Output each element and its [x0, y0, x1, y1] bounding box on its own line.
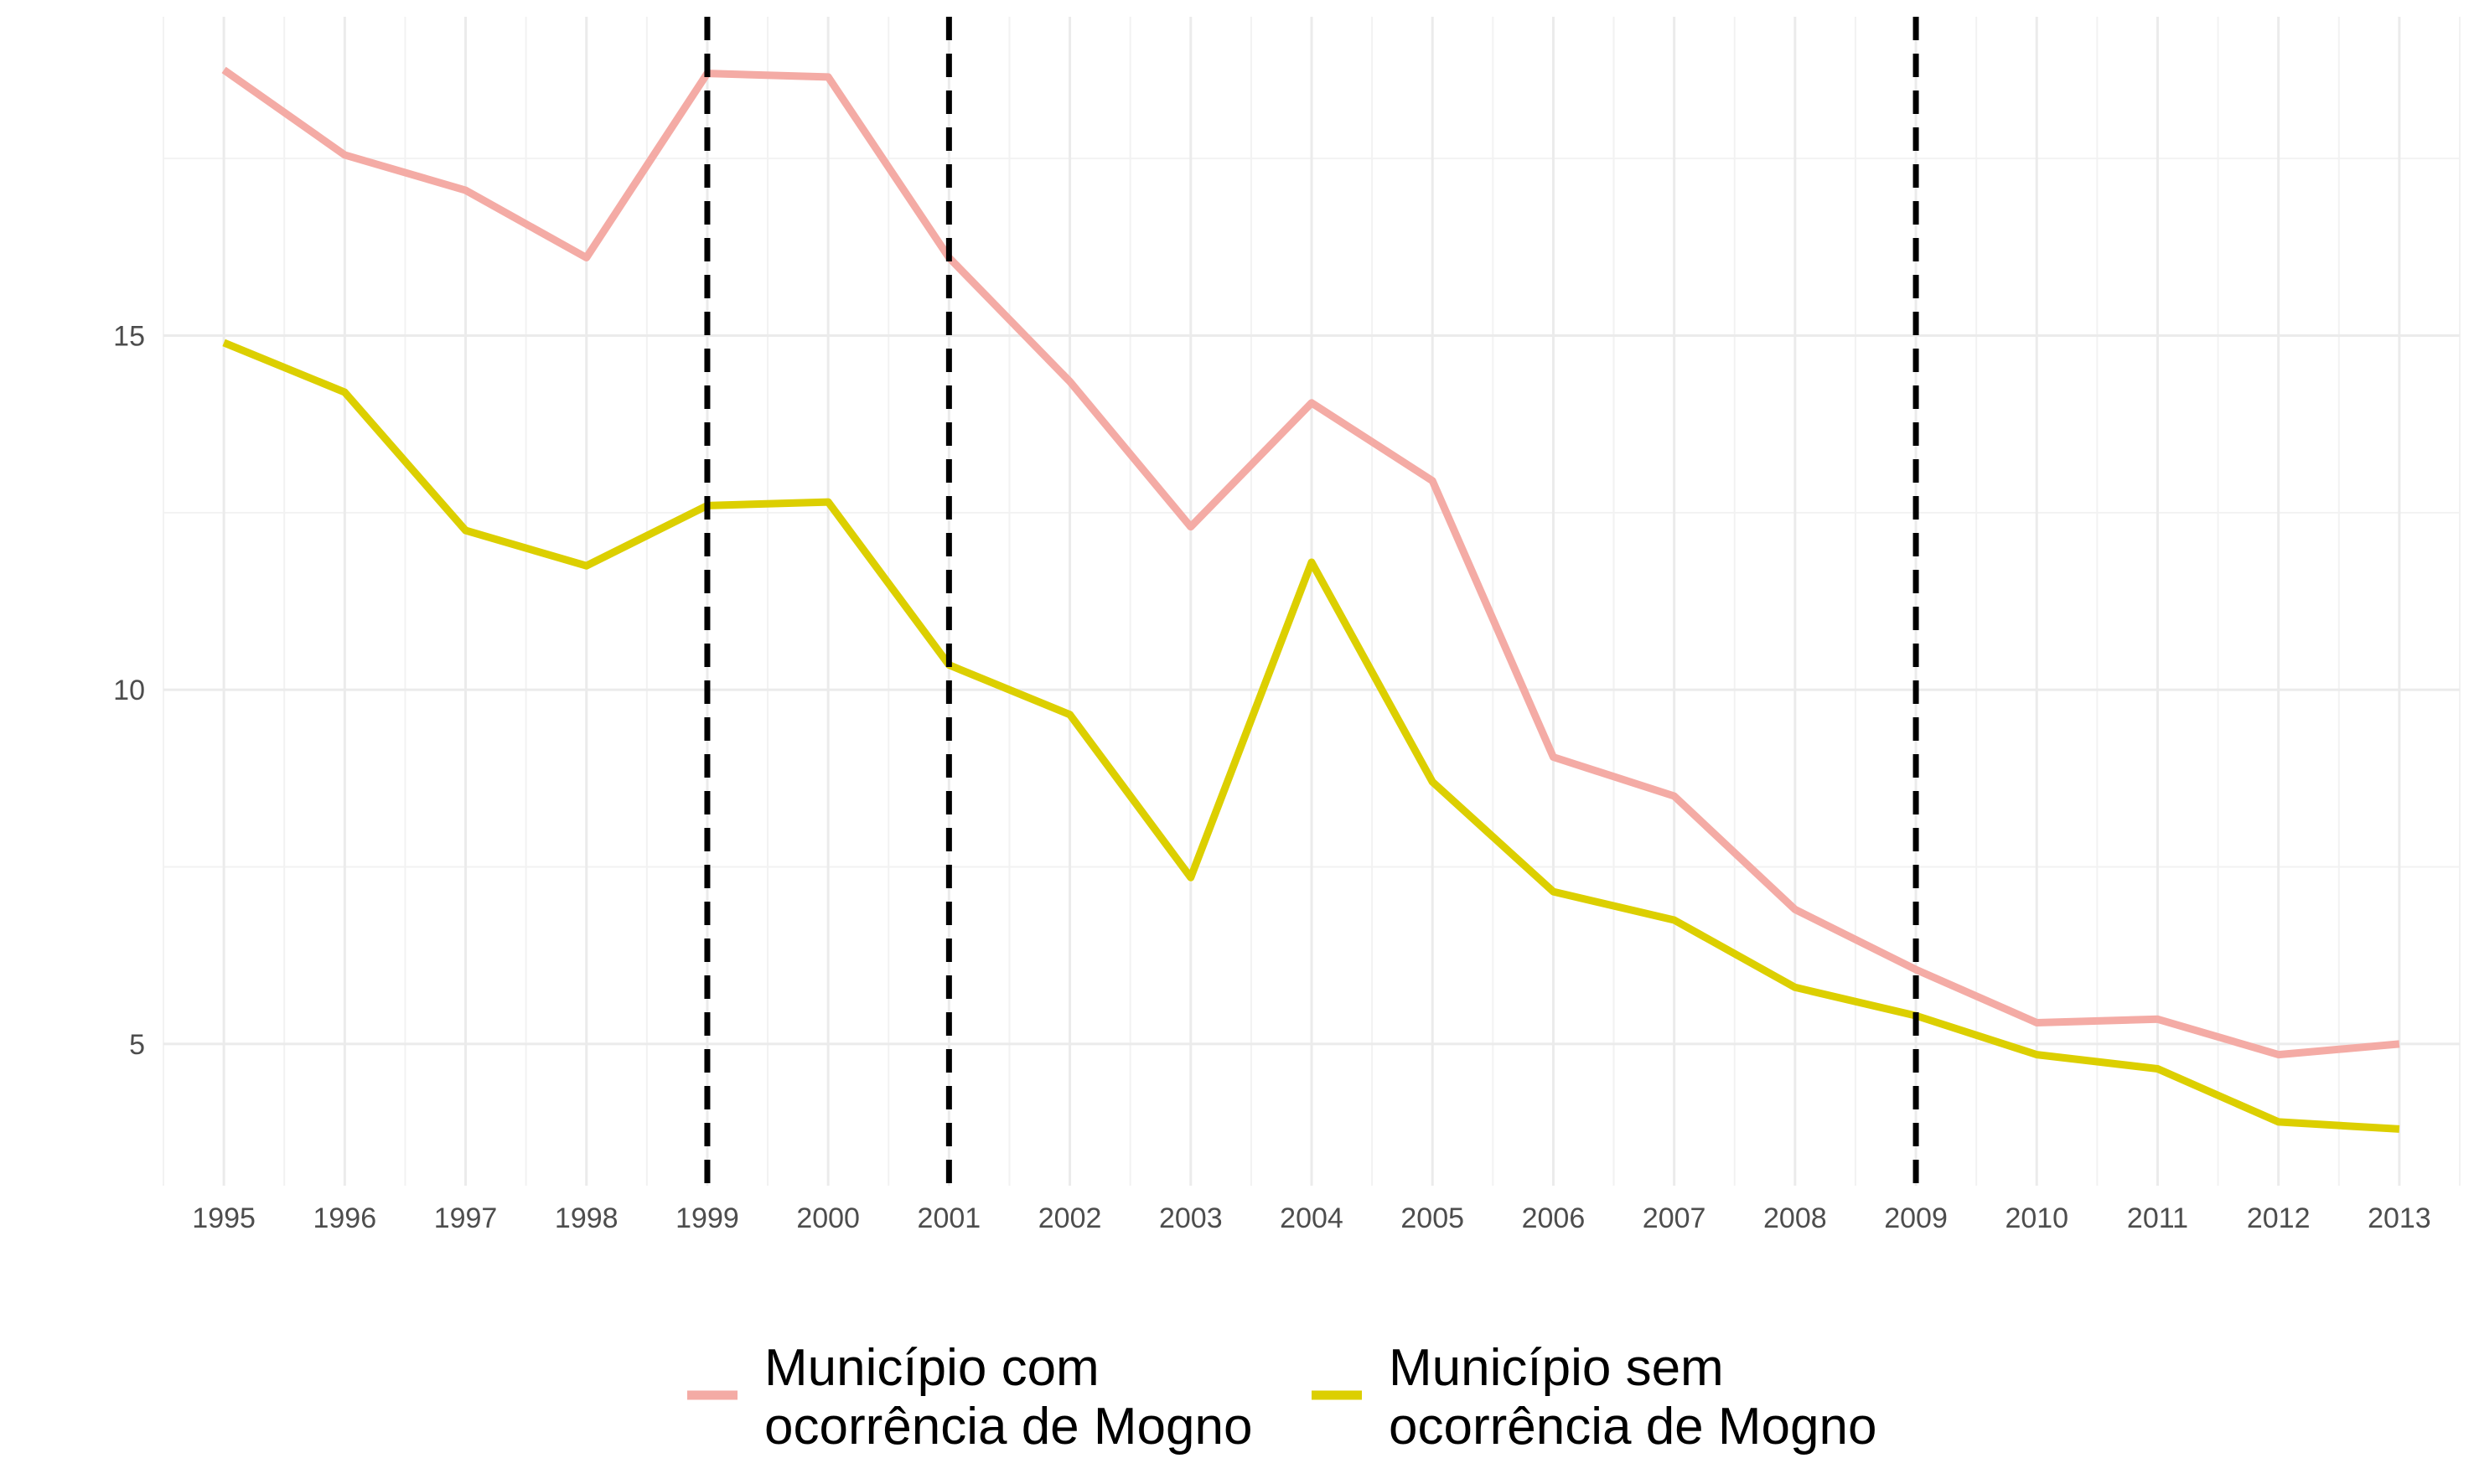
x-tick-label: 2000 — [796, 1202, 860, 1234]
x-tick-label: 1995 — [192, 1202, 256, 1234]
series-line-1 — [221, 66, 2400, 1059]
data-series — [221, 66, 2400, 1133]
x-tick-label: 2007 — [1643, 1202, 1706, 1234]
x-tick-label: 2004 — [1280, 1202, 1343, 1234]
x-tick-label: 1999 — [675, 1202, 739, 1234]
x-tick-label: 2003 — [1159, 1202, 1223, 1234]
x-tick-label: 2011 — [2127, 1202, 2188, 1234]
legend-label-2: ocorrência de Mogno — [1389, 1398, 1876, 1456]
y-axis-tick-labels: 5 10 15 — [113, 320, 145, 1060]
legend-label-1: Município com — [764, 1339, 1100, 1397]
x-tick-label: 2008 — [1763, 1202, 1827, 1234]
reference-lines — [704, 17, 1919, 1186]
x-tick-label: 1997 — [434, 1202, 498, 1234]
x-axis-tick-labels: 1995 1996 1997 1998 1999 2000 2001 2002 2003 2004… — [192, 1202, 2430, 1234]
y-tick-label: 15 — [113, 320, 145, 352]
legend-label-2: Município sem — [1389, 1339, 1724, 1397]
x-tick-label: 2010 — [2005, 1202, 2068, 1234]
x-tick-label: 2013 — [2368, 1202, 2431, 1234]
x-tick-label: 2006 — [1522, 1202, 1586, 1234]
x-tick-label: 1996 — [313, 1202, 376, 1234]
legend-label-1: ocorrência de Mogno — [764, 1398, 1252, 1456]
y-tick-label: 10 — [113, 675, 145, 706]
x-tick-label: 2012 — [2247, 1202, 2311, 1234]
x-tick-label: 2001 — [918, 1202, 981, 1234]
y-tick-label: 5 — [129, 1029, 145, 1061]
x-tick-label: 2002 — [1038, 1202, 1102, 1234]
x-tick-label: 2005 — [1400, 1202, 1464, 1234]
x-tick-label: 2009 — [1884, 1202, 1948, 1234]
x-tick-label: 1998 — [555, 1202, 618, 1234]
minor-gridlines — [163, 17, 2461, 1186]
series-line-2 — [222, 339, 2400, 1133]
